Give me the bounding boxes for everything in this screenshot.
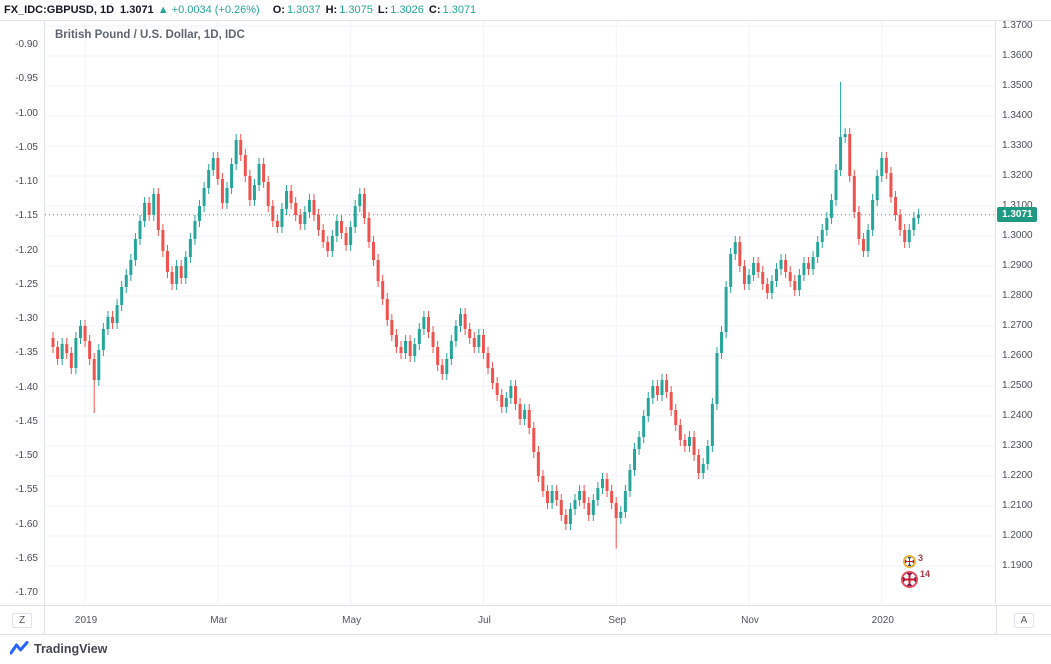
- left-axis-label: -1.10: [15, 176, 38, 187]
- idea-count: 3: [918, 553, 924, 563]
- gbp-flag-icon: [901, 571, 918, 588]
- high-value: 1.3075: [339, 4, 373, 16]
- close-value: 1.3071: [442, 4, 477, 16]
- open-label: O:: [272, 4, 285, 16]
- low-label: L:: [377, 4, 389, 16]
- tradingview-brand-link[interactable]: TradingView: [34, 641, 108, 656]
- time-axis-label: Jul: [478, 615, 491, 626]
- right-axis-label: 1.3000: [1002, 230, 1033, 241]
- high-label: H:: [325, 4, 338, 16]
- timezone-button[interactable]: Z: [11, 612, 33, 628]
- close-label: C:: [428, 4, 441, 16]
- chart-legend-title[interactable]: British Pound / U.S. Dollar, 1D, IDC: [55, 29, 245, 41]
- change-arrow-icon: ▲: [157, 4, 169, 16]
- open-value: 1.3037: [286, 4, 321, 16]
- right-axis-label: 1.2700: [1002, 320, 1033, 331]
- time-axis-label: May: [342, 615, 362, 626]
- time-axis-label: Sep: [608, 615, 627, 626]
- low-value: 1.3026: [390, 4, 424, 16]
- right-axis-label: 1.3400: [1002, 110, 1033, 121]
- right-axis-label: 1.2800: [1002, 290, 1033, 301]
- right-axis-label: 1.3600: [1002, 50, 1033, 61]
- change-value: +0.0034 (+0.26%): [171, 4, 260, 16]
- left-axis-label: -1.25: [15, 278, 38, 290]
- right-axis-label: 1.2600: [1002, 350, 1033, 361]
- left-axis-label: -1.15: [15, 210, 38, 222]
- bottom-right-corner: A: [996, 606, 1051, 634]
- right-axis-label: 1.2200: [1002, 470, 1033, 481]
- time-axis-label: Nov: [741, 615, 759, 626]
- chart-area: -0.90 -0.95 -1.00 -1.05 -1.10 -1.15 -1.20 -1.25…: [0, 20, 1051, 606]
- right-axis-label: 1.1900: [1002, 560, 1033, 571]
- left-axis-label: -1.65: [15, 552, 38, 564]
- right-axis-label: 1.3500: [1002, 80, 1033, 91]
- left-axis-label: -1.30: [15, 313, 38, 324]
- right-axis-label: 1.2500: [1002, 380, 1033, 391]
- left-axis-label: -1.35: [15, 347, 38, 359]
- right-axis-label: 1.3100: [1002, 200, 1033, 211]
- left-axis-label: -1.70: [15, 587, 38, 598]
- left-axis-label: -1.45: [15, 415, 38, 427]
- time-axis[interactable]: Z A 2019 Mar May Jul Sep Nov 2020: [0, 606, 1051, 635]
- right-price-scale[interactable]: 1.3071 1.3700 1.3600 1.3500 1.3400 1.3300 1.3…: [995, 20, 1050, 605]
- right-axis-label: 1.3700: [1002, 20, 1033, 31]
- time-axis-label: 2020: [871, 615, 894, 626]
- left-axis-label: -1.55: [15, 484, 38, 496]
- right-axis-label: 1.3200: [1002, 170, 1033, 181]
- right-axis-label: 1.2400: [1002, 410, 1033, 421]
- last-price-badge: 1.3071: [997, 206, 1037, 222]
- left-axis-label: -1.60: [15, 518, 38, 530]
- left-axis-label: -0.95: [15, 73, 38, 85]
- left-axis-label: -1.00: [15, 107, 38, 119]
- symbol-info-bar: FX_IDC:GBPUSD, 1D 1.3071 ▲ +0.0034 (+0.2…: [0, 0, 1051, 20]
- right-axis-label: 1.2100: [1002, 500, 1033, 511]
- left-axis-label: -1.05: [15, 141, 38, 153]
- price-change: ▲ +0.0034 (+0.26%): [158, 4, 260, 16]
- footer-bar: TradingView: [0, 635, 1051, 662]
- last-price: 1.3071: [120, 4, 154, 16]
- chart-plot[interactable]: British Pound / U.S. Dollar, 1D, IDC 3 1…: [45, 21, 995, 605]
- idea-badge-large[interactable]: 14: [901, 569, 931, 588]
- idea-count: 14: [920, 569, 931, 579]
- right-axis-label: 1.2000: [1002, 530, 1033, 541]
- left-axis-label: -1.50: [15, 450, 38, 461]
- idea-marker-group: 3 14: [901, 553, 931, 591]
- left-price-scale[interactable]: -0.90 -0.95 -1.00 -1.05 -1.10 -1.15 -1.20 -1.25…: [0, 21, 45, 605]
- left-axis-label: -1.20: [15, 244, 38, 256]
- bottom-left-corner: Z: [0, 606, 45, 634]
- time-axis-label: 2019: [74, 615, 98, 626]
- gbp-flag-icon: [903, 555, 916, 568]
- time-axis-label: Mar: [210, 615, 228, 626]
- candlestick-chart[interactable]: [45, 21, 995, 605]
- auto-scale-button[interactable]: A: [1013, 612, 1035, 628]
- left-axis-label: -1.40: [15, 381, 38, 393]
- tradingview-logo-icon: [10, 641, 29, 655]
- right-axis-label: 1.2900: [1002, 260, 1033, 271]
- left-axis-label: -0.90: [15, 39, 38, 50]
- symbol-title[interactable]: FX_IDC:GBPUSD, 1D: [4, 4, 115, 16]
- right-axis-label: 1.2300: [1002, 440, 1033, 451]
- right-axis-label: 1.3300: [1002, 140, 1033, 151]
- idea-badge-small[interactable]: 3: [903, 553, 930, 568]
